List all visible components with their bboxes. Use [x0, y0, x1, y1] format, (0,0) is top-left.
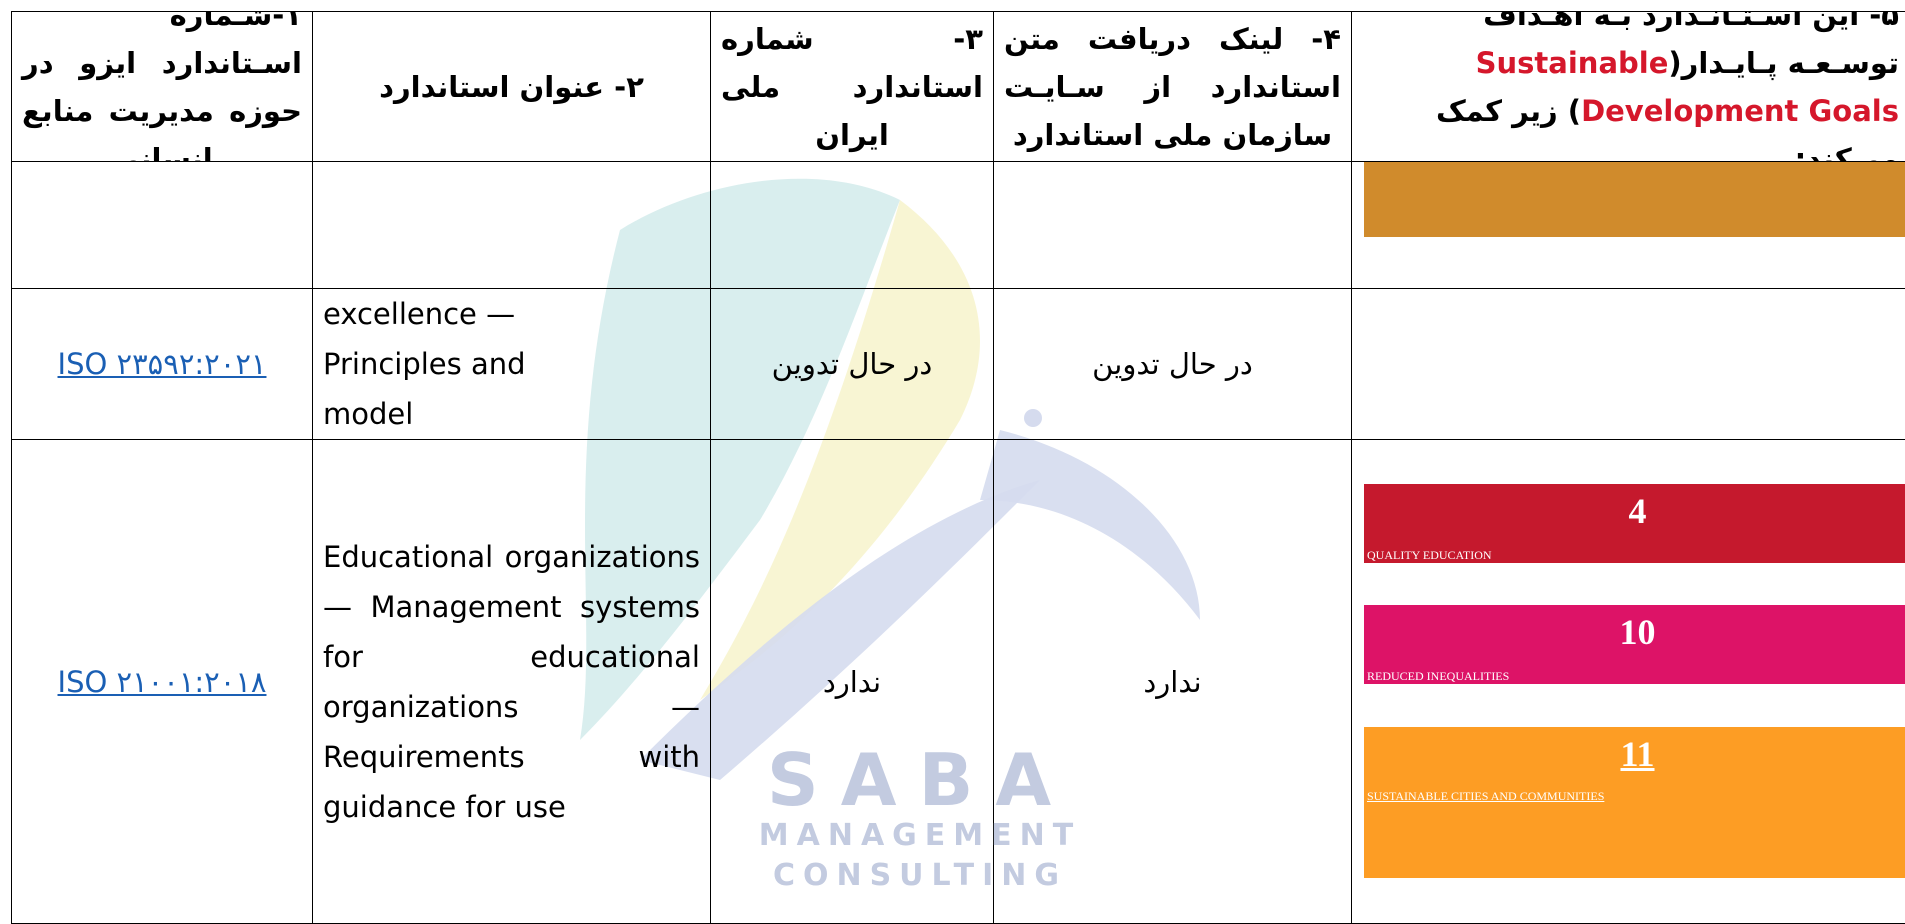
header-text: ۴- لینک دریافت متن استاندارد از سـایـت س… [1004, 21, 1341, 152]
iso-cell: ISO ۲۱۰۰۱:۲۰۱۸ [11, 439, 313, 924]
link-text: در حال تدوین [1092, 347, 1253, 381]
header-text: ۵- این اسـتـانـدارد بـه اهـداف توسـعـه پ… [1352, 11, 1905, 162]
sdg-label: QUALITY EDUCATION [1367, 548, 1492, 562]
sdg-number: 10 [1619, 612, 1656, 652]
sdg-block: 11 SUSTAINABLE CITIES AND COMMUNITIES [1364, 727, 1905, 878]
header-text: ۳- شماره استاندارد ملی ایران [721, 21, 983, 152]
link-cell: ندارد [993, 439, 1352, 924]
sdg-cell: 4 QUALITY EDUCATION 10 REDUCED INEQUALITIES… [1351, 439, 1905, 924]
link-cell: در حال تدوین [993, 288, 1352, 440]
header-cell: ۵- این اسـتـانـدارد بـه اهـداف توسـعـه پ… [1351, 11, 1905, 162]
national-text: ندارد [822, 664, 882, 699]
title-block: Educational organizations — Management s… [313, 532, 710, 832]
header-text: ۱-شـماره اسـتاندارد ایزو در حوزه مدیریت … [22, 11, 302, 162]
iso-cell [11, 161, 313, 289]
iso-link[interactable]: ISO ۲۱۰۰۱:۲۰۱۸ [57, 664, 267, 699]
sdg-cell [1351, 288, 1905, 440]
title-cell: Service excellence — Principles and mode… [312, 288, 711, 440]
sdg-block: 10 REDUCED INEQUALITIES [1364, 605, 1905, 684]
header-highlight: Sustainable Development Goals [1475, 45, 1899, 128]
header-text-part: ) زیر کمک می‌کند: [1435, 93, 1899, 162]
sdg-label: SUSTAINABLE CITIES AND COMMUNITIES [1367, 789, 1605, 803]
title-block: Service excellence — Principles and mode… [313, 289, 710, 439]
header-cell: ۲- عنوان استاندارد [312, 11, 711, 162]
sdg-label: REDUCED INEQUALITIES [1367, 669, 1510, 683]
title-en: Service excellence — Principles and mode… [323, 297, 526, 431]
sdg-block [1364, 162, 1905, 237]
national-cell: ندارد [710, 439, 994, 924]
sdg-cell [1351, 161, 1905, 289]
header-cell: ۳- شماره استاندارد ملی ایران [710, 11, 994, 162]
title-cell: Educational organizations — Management s… [312, 439, 711, 924]
sdg-number: 4 [1628, 491, 1647, 531]
iso-cell: ISO ۲۳۵۹۲:۲۰۲۱ [11, 288, 313, 440]
national-text: در حال تدوین [771, 347, 933, 381]
sdg-number: 11 [1620, 734, 1655, 774]
iso-link[interactable]: ISO ۲۳۵۹۲:۲۰۲۱ [57, 347, 267, 381]
title-cell [312, 161, 711, 289]
sdg-block: 4 QUALITY EDUCATION [1364, 484, 1905, 563]
link-text: ندارد [1143, 664, 1202, 699]
title-en: Educational organizations — Management s… [323, 539, 700, 824]
national-cell [710, 161, 994, 289]
national-cell: در حال تدوین [710, 288, 994, 440]
header-text: ۲- عنوان استاندارد [379, 69, 644, 104]
link-cell [993, 161, 1352, 289]
header-text-part: ۵- این اسـتـانـدارد بـه اهـداف توسـعـه پ… [1483, 11, 1899, 80]
header-cell: ۱-شـماره اسـتاندارد ایزو در حوزه مدیریت … [11, 11, 313, 162]
header-cell: ۴- لینک دریافت متن استاندارد از سـایـت س… [993, 11, 1352, 162]
